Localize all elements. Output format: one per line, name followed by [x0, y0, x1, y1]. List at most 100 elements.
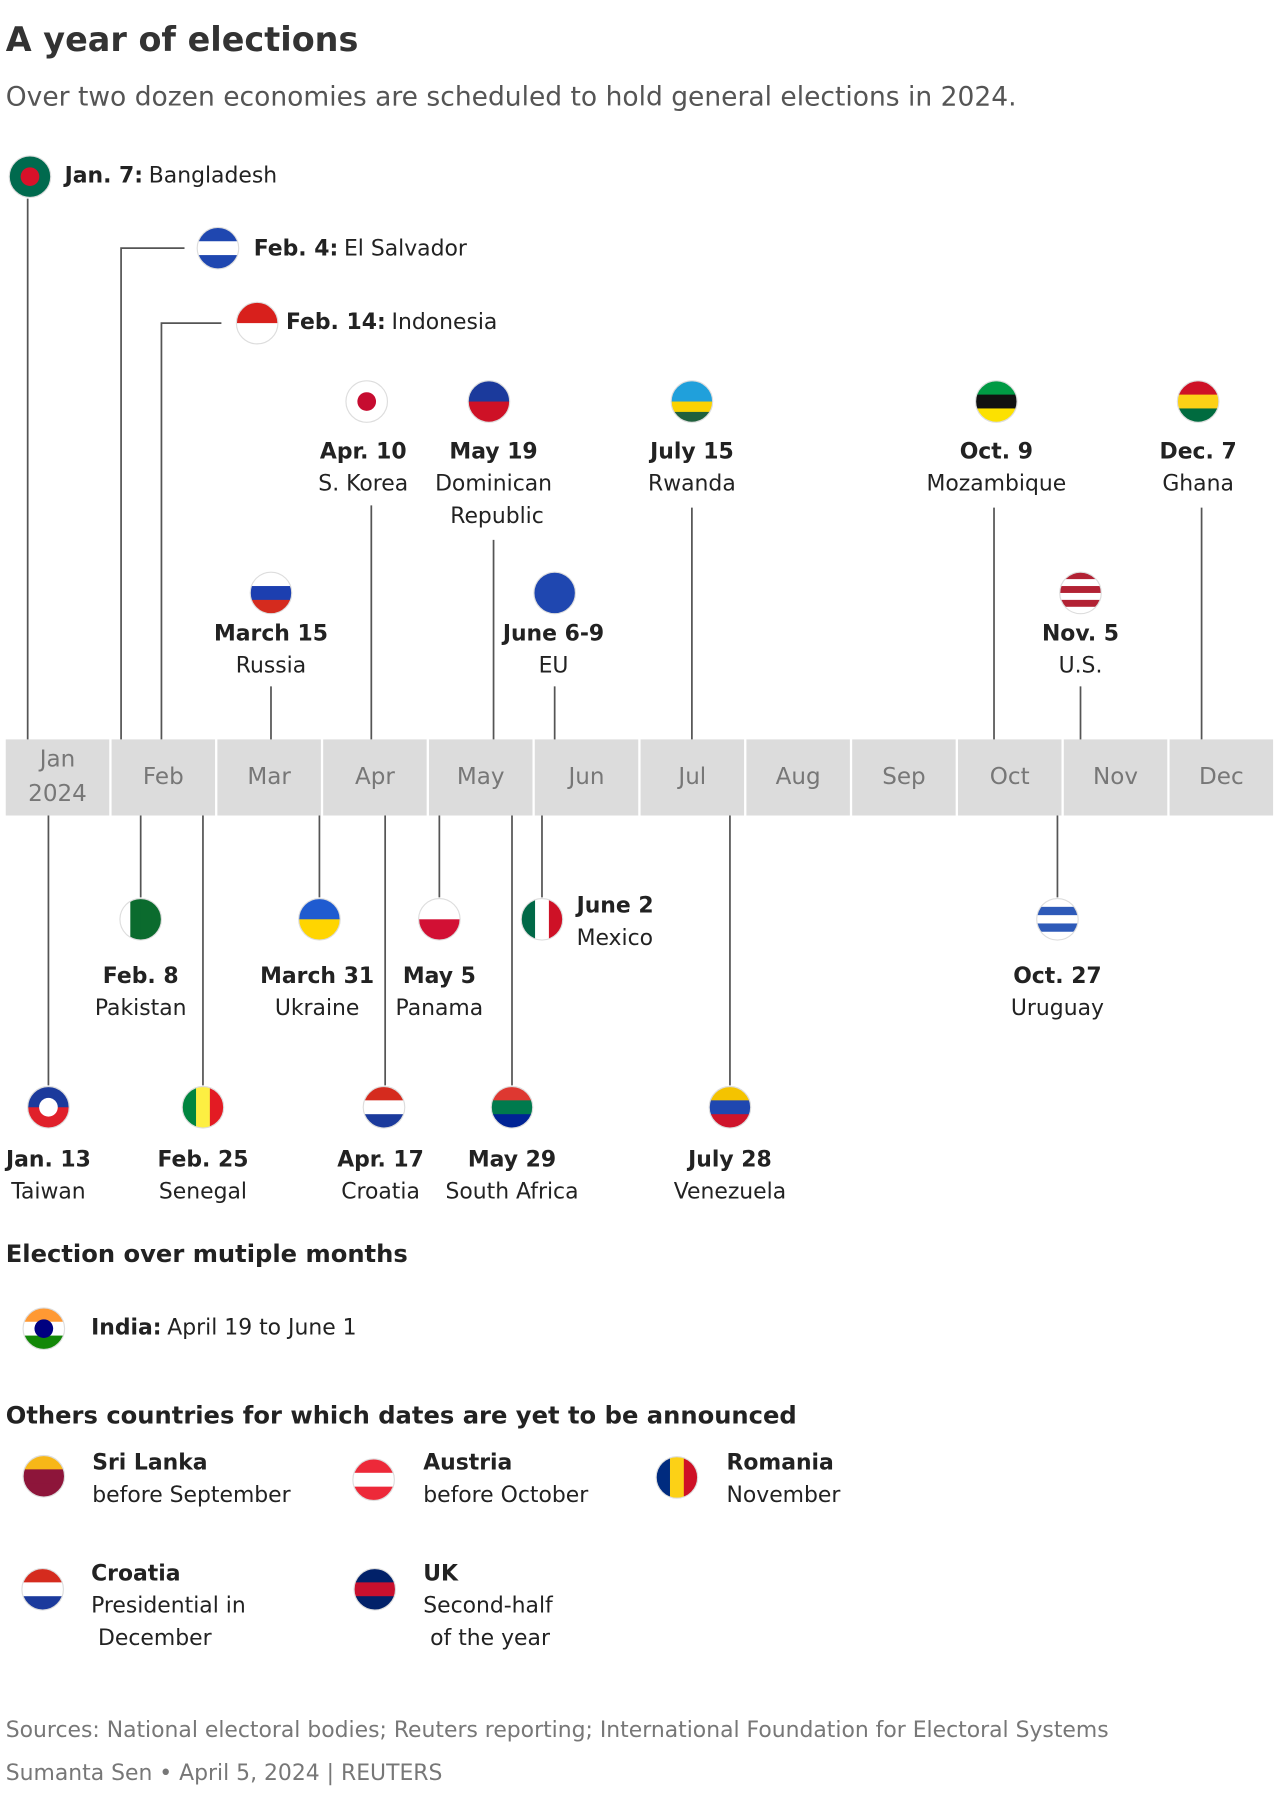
- flag-stripe: [1177, 380, 1219, 396]
- event-date: Nov. 5: [1042, 621, 1119, 646]
- event-country: Uruguay: [1011, 996, 1104, 1021]
- flag: [1177, 380, 1219, 423]
- month-label: Dec: [1199, 764, 1244, 790]
- event-label: Feb. 4: El Salvador: [254, 236, 467, 261]
- month-box: [323, 739, 427, 816]
- event-country: Senegal: [159, 1180, 247, 1205]
- flag-edge: [974, 380, 1018, 423]
- multi-heading: Election over mutiple months: [6, 1240, 408, 1268]
- flag-stripe: [1059, 586, 1102, 594]
- other-when: before October: [423, 1483, 588, 1508]
- month-label: Jan: [38, 747, 76, 773]
- flag: [352, 1458, 395, 1501]
- flag-edge: [670, 380, 714, 423]
- flag-stripe: [23, 1307, 65, 1323]
- flag-emblem: [20, 167, 40, 187]
- flag-stripe: [197, 227, 239, 242]
- month-box: [640, 739, 745, 816]
- event-country: Russia: [236, 654, 306, 679]
- event-country: S. Korea: [318, 472, 408, 497]
- flag-stripe: [1059, 599, 1102, 608]
- month-box: [746, 739, 850, 816]
- title: A year of elections: [6, 20, 359, 59]
- flag-edge: [708, 1085, 752, 1129]
- flag-stripe: [209, 1086, 224, 1129]
- event-country: EU: [539, 654, 569, 679]
- event-country: Ukraine: [275, 996, 360, 1021]
- flag-stripe: [656, 1456, 671, 1499]
- flag-stripe: [671, 411, 713, 423]
- flag: [1059, 572, 1102, 614]
- flag-stripe: [418, 898, 461, 920]
- event-date: Jan. 13: [4, 1147, 91, 1172]
- flag-stripe: [23, 1335, 65, 1350]
- subtitle: Over two dozen economies are scheduled t…: [6, 82, 1017, 113]
- flag-stripe: [671, 401, 713, 413]
- flag-edge: [21, 1567, 64, 1611]
- flag-stripe: [1177, 394, 1219, 410]
- other-when: November: [726, 1483, 840, 1508]
- flag-stripe: [1059, 579, 1102, 587]
- event-date: June 2: [575, 894, 654, 919]
- flag-stripe: [21, 1582, 64, 1597]
- flag-stripe: [1177, 408, 1219, 423]
- other-when: Presidential in December: [91, 1594, 246, 1651]
- event-country: Pakistan: [95, 996, 187, 1021]
- country: India:: [91, 1316, 161, 1341]
- flag: [23, 1307, 65, 1350]
- flag-stripe: [1059, 592, 1102, 601]
- event-date: Feb. 8: [103, 964, 179, 989]
- event-country: Indonesia: [391, 310, 497, 335]
- event-country: Panama: [396, 996, 484, 1021]
- year-label: 2024: [28, 781, 87, 807]
- flag-edge: [533, 571, 576, 615]
- event-date: Apr. 10: [320, 439, 407, 464]
- flag-edge: [27, 1085, 70, 1129]
- india-label: India: April 19 to June 1: [91, 1316, 357, 1341]
- flag-edge: [119, 897, 163, 941]
- flag-stripe: [533, 572, 576, 614]
- event-country: El Salvador: [344, 236, 467, 261]
- event-date: Feb. 25: [157, 1147, 248, 1172]
- flag-edge: [1036, 897, 1079, 941]
- flag-edge: [22, 1454, 66, 1498]
- flag-stripe: [182, 1086, 197, 1129]
- flag: [656, 1456, 698, 1499]
- flag-stripe: [352, 1472, 395, 1488]
- flag-stripe: [21, 1596, 64, 1611]
- flag-stripe: [250, 599, 292, 614]
- flag: [182, 1086, 224, 1129]
- flag: [345, 380, 388, 423]
- flag-stripe: [975, 394, 1018, 410]
- event-date: July 28: [686, 1147, 772, 1172]
- flag-stripe: [709, 1086, 751, 1101]
- flag-stripe: [27, 1107, 70, 1129]
- event-country: Bangladesh: [149, 164, 277, 189]
- flag-edge: [249, 571, 293, 615]
- month-label: Oct: [990, 764, 1030, 790]
- flag: [975, 380, 1018, 423]
- event-date: Jan. 7:: [63, 164, 143, 189]
- month-box: [534, 739, 639, 816]
- event-country: U.S.: [1059, 654, 1103, 679]
- event-date: Oct. 27: [1013, 964, 1101, 989]
- month-label: Apr: [355, 764, 395, 790]
- flag-stripe: [354, 1596, 396, 1611]
- event-date: July 15: [648, 439, 734, 464]
- flag-stripe: [298, 898, 341, 920]
- flag-stripe: [23, 1469, 65, 1484]
- event-date: Feb. 14:: [286, 310, 386, 335]
- month-label: Aug: [776, 764, 821, 790]
- flag-edge: [352, 1458, 395, 1502]
- flag-edge: [8, 155, 52, 198]
- event-date: May 19: [449, 439, 537, 464]
- month-label: Sep: [882, 764, 925, 790]
- flag-stripe: [709, 1100, 751, 1115]
- flag-stripe: [1036, 931, 1079, 941]
- flag-stripe: [197, 255, 239, 269]
- flag-stripe: [363, 1086, 405, 1101]
- flag-edge: [22, 1307, 66, 1350]
- flag-edge: [362, 1085, 406, 1129]
- event-date: Oct. 9: [960, 439, 1033, 464]
